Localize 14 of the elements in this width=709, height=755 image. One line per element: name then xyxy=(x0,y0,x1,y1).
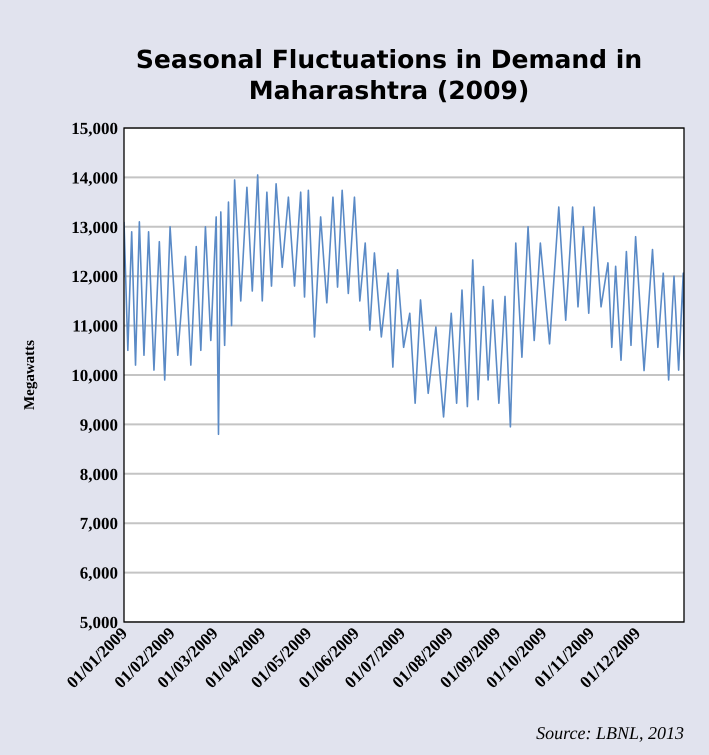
y-tick-label: 6,000 xyxy=(80,564,118,583)
line-series xyxy=(124,174,684,436)
y-tick-label: 10,000 xyxy=(71,366,118,385)
y-tick-label: 11,000 xyxy=(72,316,118,336)
y-tick-label: 12,000 xyxy=(71,267,118,286)
y-tick-label: 9,000 xyxy=(80,415,118,434)
y-axis-title: Megawatts xyxy=(22,340,38,410)
y-tick-label: 13,000 xyxy=(71,218,118,237)
y-tick-label: 14,000 xyxy=(71,168,118,188)
source-note: Source: LBNL, 2013 xyxy=(536,723,684,743)
chart-title: Seasonal Fluctuations in Demand in Maharashtra (2009) xyxy=(136,45,642,105)
y-tick-label: 8,000 xyxy=(80,464,118,484)
y-tick-label: 7,000 xyxy=(80,514,118,534)
y-tick-label: 15,000 xyxy=(71,118,118,138)
